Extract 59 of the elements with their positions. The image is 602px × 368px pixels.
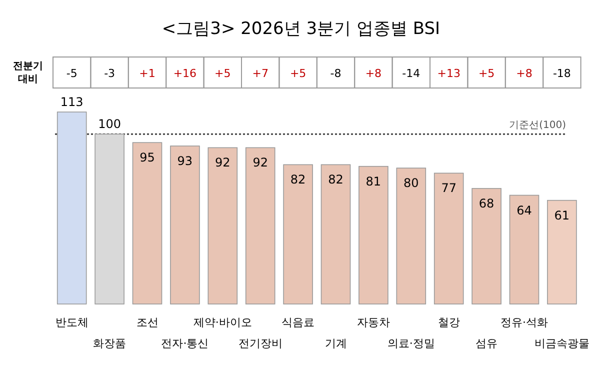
- data-label: 68: [478, 196, 494, 210]
- bar: [320, 164, 351, 304]
- data-label: 82: [290, 172, 306, 187]
- bar: [434, 172, 464, 304]
- data-label: 100: [98, 117, 122, 132]
- x-tick-label: 식음료: [282, 316, 315, 329]
- text: -14: [402, 67, 420, 80]
- chart-title: <그림3> 2026년 3분기 업종별 BSI: [162, 19, 440, 39]
- bar: [283, 164, 313, 304]
- x-tick-label: 전자·통신: [161, 337, 209, 350]
- x-tick-label: 제약·바이오: [193, 316, 252, 329]
- bar: [547, 200, 577, 304]
- text: -5: [66, 67, 78, 80]
- text: +8: [365, 67, 382, 80]
- bar: [358, 166, 388, 304]
- data-label: 113: [60, 95, 84, 109]
- text: 전분기 대비: [13, 61, 43, 85]
- x-tick-label: 정유·석화: [500, 316, 548, 329]
- text: -18: [552, 67, 571, 80]
- text: +5: [478, 67, 495, 80]
- text: +1: [139, 67, 156, 80]
- data-label: 92: [252, 156, 268, 170]
- text: +16: [173, 67, 197, 80]
- data-label: 82: [328, 172, 344, 187]
- bar: [132, 142, 162, 304]
- x-tick-label: 의료·정밀: [387, 337, 435, 350]
- data-label: 95: [140, 150, 155, 165]
- x-tick-label: 전기장비: [238, 337, 282, 350]
- text: +13: [437, 67, 460, 80]
- x-tick-label: 반도체: [55, 316, 88, 329]
- bar: [208, 147, 238, 304]
- data-label: 61: [554, 208, 570, 222]
- bar: [509, 194, 540, 304]
- bar: [472, 188, 502, 304]
- bar: [94, 134, 124, 304]
- text: +5: [290, 67, 306, 80]
- ref-line-label: 기준선(100): [509, 120, 566, 132]
- data-label: 64: [516, 203, 532, 218]
- data-label: 81: [366, 174, 382, 188]
- text: -8: [330, 67, 342, 80]
- x-tick-label: 자동차: [356, 316, 390, 329]
- text: -3: [104, 67, 116, 80]
- data-label: 92: [215, 156, 230, 170]
- bar: [396, 168, 426, 304]
- x-tick-label: 철강: [438, 316, 460, 329]
- text: +7: [252, 67, 268, 80]
- data-label: 93: [177, 154, 193, 168]
- x-tick-label: 비금속광물: [534, 337, 590, 350]
- x-tick-label: 섬유: [476, 337, 498, 350]
- data-label: 80: [404, 176, 419, 190]
- x-tick-label: 기계: [324, 337, 347, 350]
- x-tick-label: 화장품: [93, 337, 126, 350]
- text: +5: [214, 67, 231, 80]
- bar: [245, 147, 276, 304]
- data-label: 77: [441, 181, 456, 196]
- bar: [56, 112, 87, 304]
- x-tick-label: 조선: [136, 316, 158, 329]
- text: +8: [516, 67, 532, 80]
- bar: [170, 146, 200, 304]
